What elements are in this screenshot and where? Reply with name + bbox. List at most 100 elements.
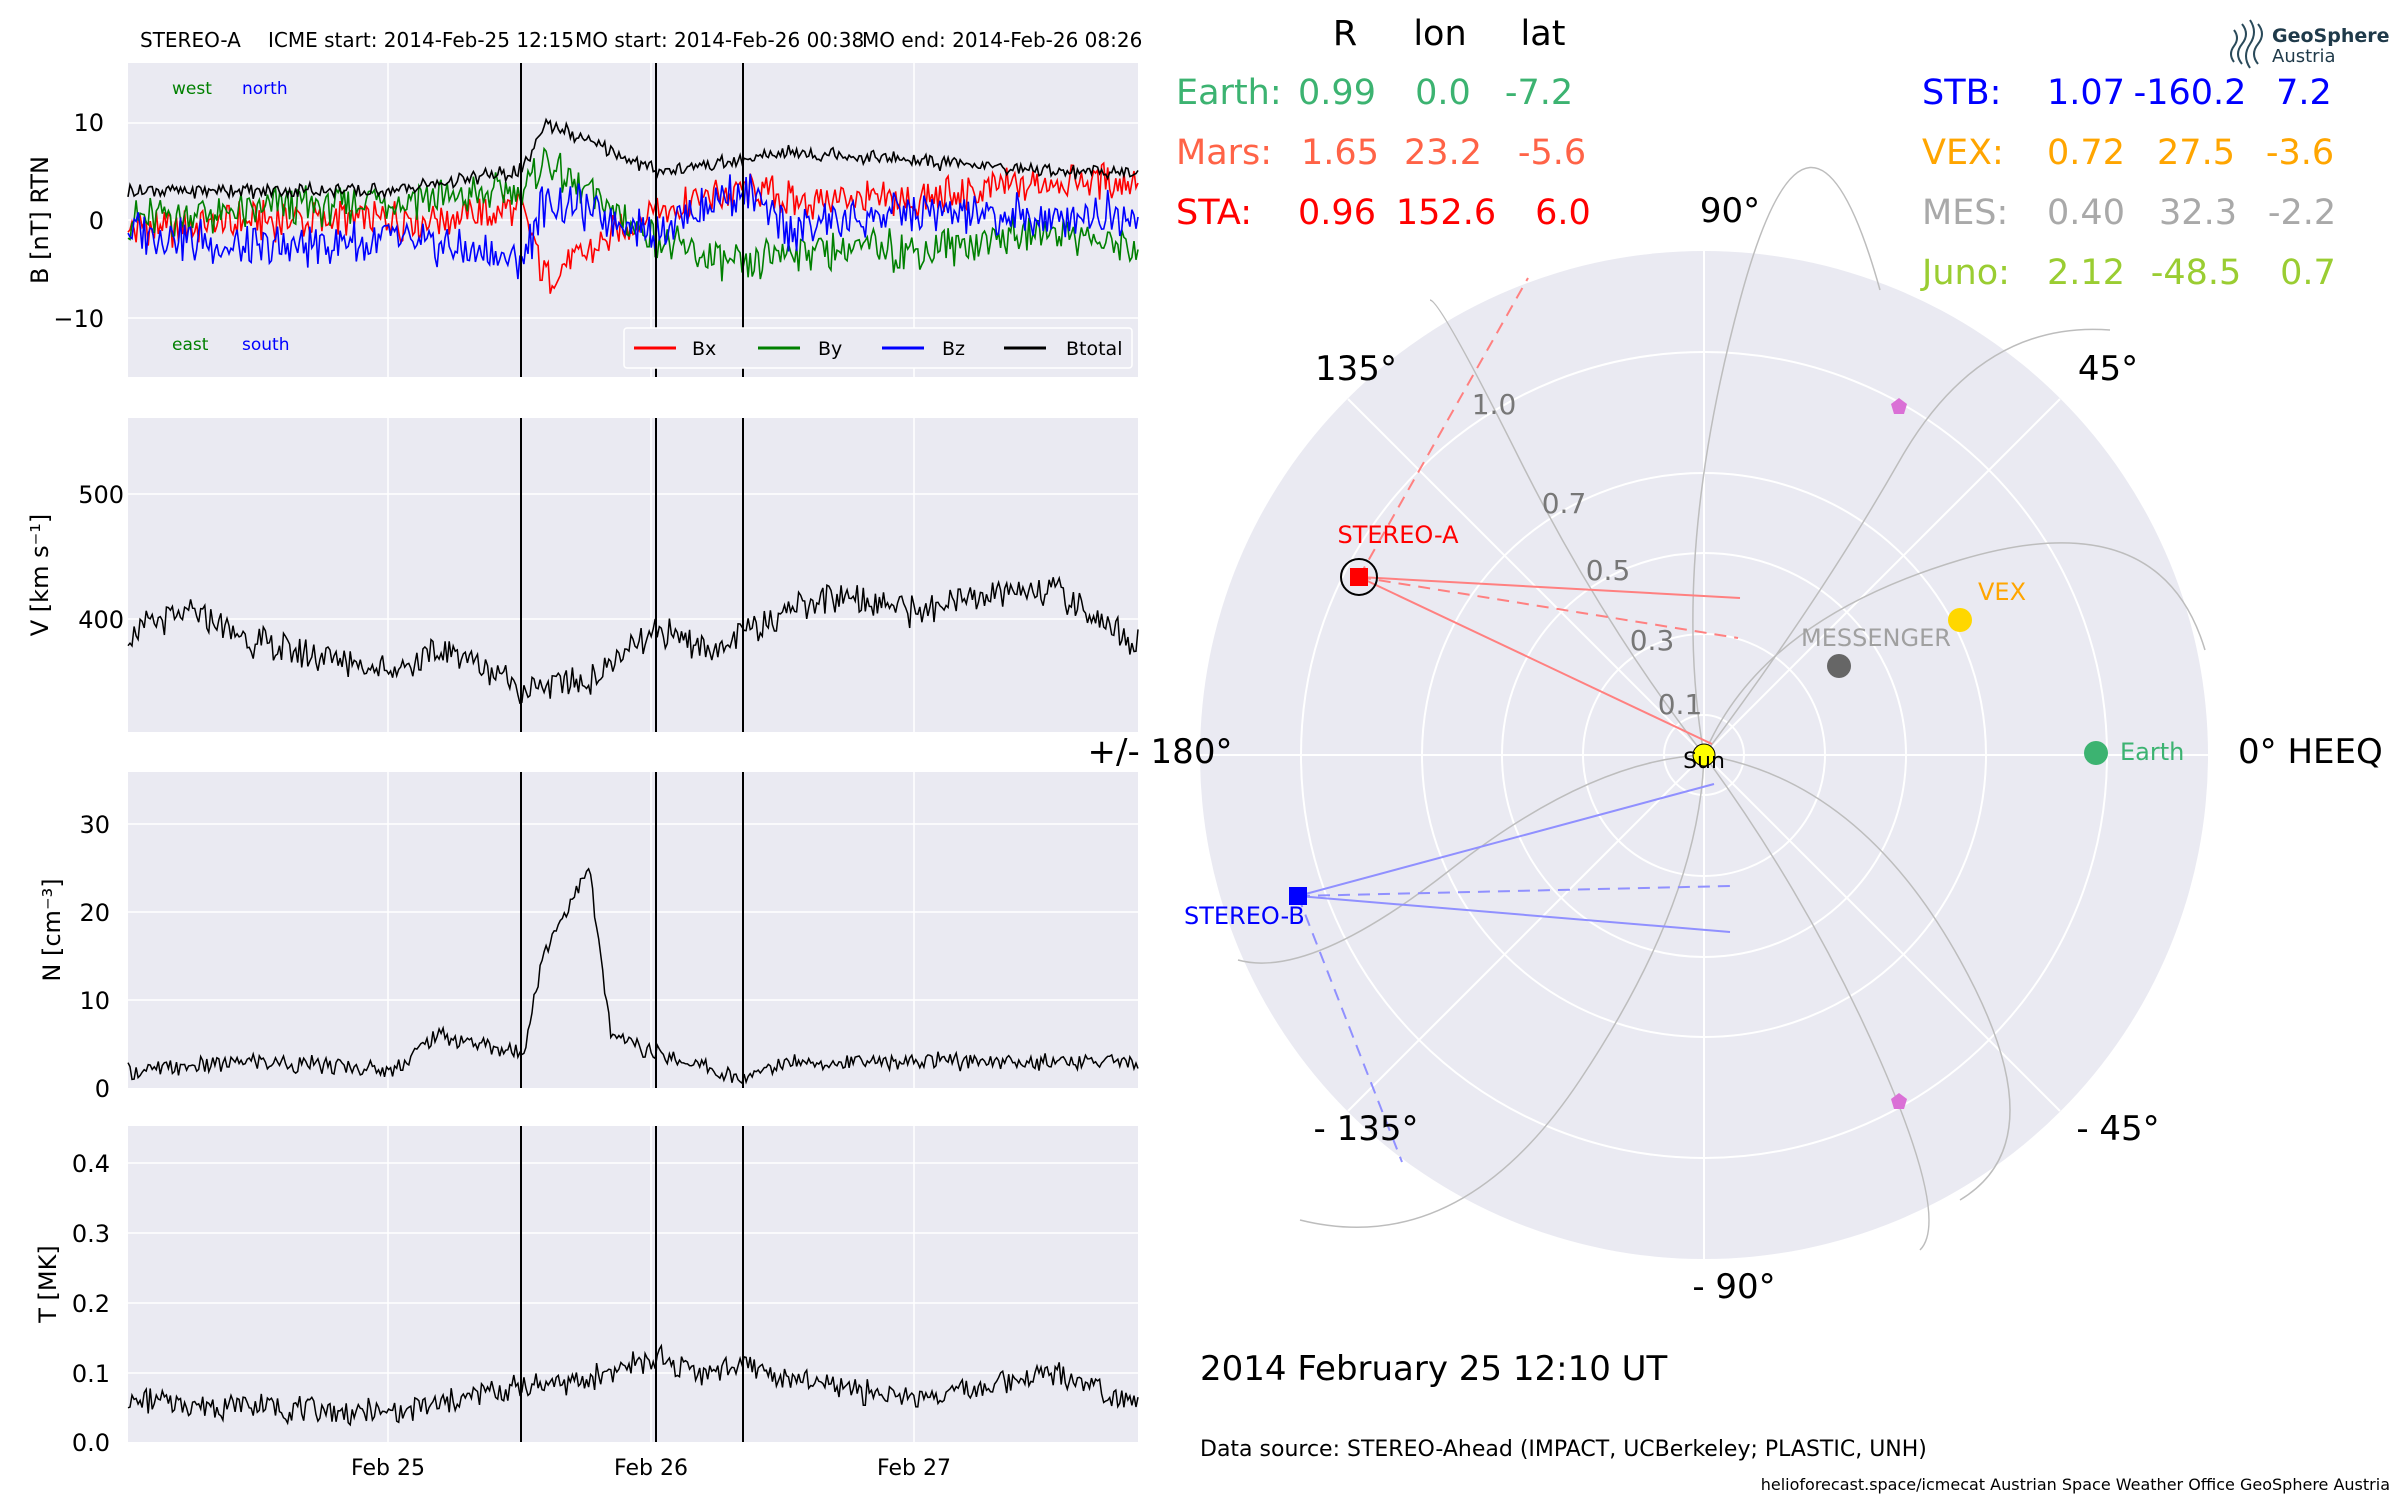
parker-spirals xyxy=(1237,166,2206,1251)
header-lon: lon xyxy=(1413,14,1466,54)
r-tick-labels: 0.1 0.3 0.5 0.7 1.0 xyxy=(1472,388,1703,721)
n-tick-10: 10 xyxy=(79,987,110,1015)
row-earth-r: 0.99 xyxy=(1298,73,1376,113)
n-tick-30: 30 xyxy=(79,811,110,839)
spiral-2 xyxy=(1703,542,2206,756)
earth-marker xyxy=(2084,741,2108,765)
angle-neg90: - 90° xyxy=(1692,1267,1775,1307)
row-earth-label: Earth: xyxy=(1176,73,1282,113)
row-vex-lat: -3.6 xyxy=(2266,133,2334,173)
row-mes: MES: 0.40 32.3 -2.2 xyxy=(1922,193,2336,233)
stb-label: STEREO-B xyxy=(1184,902,1305,930)
annotation-west: west xyxy=(172,79,212,99)
x-tick-feb26: Feb 26 xyxy=(614,1456,688,1481)
row-sta-lat: 6.0 xyxy=(1535,193,1591,233)
legend-box xyxy=(623,327,1133,369)
sta-fov-dash-1 xyxy=(1358,576,1739,639)
row-vex: VEX: 0.72 27.5 -3.6 xyxy=(1922,133,2334,173)
angle-90: 90° xyxy=(1700,191,1760,231)
row-earth-lat: -7.2 xyxy=(1505,73,1573,113)
pentagon-marker-upper xyxy=(1891,398,1907,414)
row-juno-lon: -48.5 xyxy=(2151,253,2242,293)
header-lat: lat xyxy=(1521,14,1566,54)
spiral-4 xyxy=(1299,754,1705,1228)
spiral-5 xyxy=(1237,754,1705,964)
row-sta: STA: 0.96 152.6 6.0 xyxy=(1176,193,1591,233)
row-vex-label: VEX: xyxy=(1922,133,2004,173)
datetime-label: 2014 February 25 12:10 UT xyxy=(1200,1349,1668,1389)
messenger-marker xyxy=(1827,654,1851,678)
legend-by-label: By xyxy=(818,338,842,360)
stb-fov-dash-1 xyxy=(1297,885,1731,897)
sta-marker xyxy=(1350,568,1368,586)
series-by-line xyxy=(127,146,1139,282)
row-sta-lon: 152.6 xyxy=(1396,193,1496,233)
annotation-north: north xyxy=(242,79,288,99)
vex-label: VEX xyxy=(1978,578,2026,606)
row-mars-r: 1.65 xyxy=(1301,133,1379,173)
angle-135: 135° xyxy=(1315,349,1397,389)
spiral-6 xyxy=(1429,299,1705,756)
legend-btotal-label: Btotal xyxy=(1066,338,1122,360)
credits-label: helioforecast.space/icmecat Austrian Spa… xyxy=(1761,1475,2390,1494)
stb-fov-line-1 xyxy=(1297,783,1715,897)
angle-0-heeq: 0° HEEQ xyxy=(2238,732,2383,772)
row-mars-lat: -5.6 xyxy=(1518,133,1586,173)
annotation-south: south xyxy=(242,335,289,355)
sta-fov xyxy=(1358,277,1741,745)
positions-table: R lon lat Earth: 0.99 0.0 -7.2 Mars: 1.6… xyxy=(1176,14,2336,293)
series-v-line xyxy=(127,575,1139,705)
messenger-label: MESSENGER xyxy=(1801,624,1951,652)
sta-fov-line-2 xyxy=(1358,576,1713,745)
r-tick-07: 0.7 xyxy=(1542,487,1587,520)
mo-start-label: MO start: 2014-Feb-26 00:38 xyxy=(575,28,864,52)
angle-labels: 90° 45° 0° HEEQ - 45° - 90° - 135° +/- 1… xyxy=(1088,191,2383,1307)
series-t-line xyxy=(127,1343,1139,1427)
icme-start-label: ICME start: 2014-Feb-25 12:15 xyxy=(268,28,574,52)
spacecraft-title: STEREO-A xyxy=(140,28,241,52)
row-juno-lat: 0.7 xyxy=(2280,253,2336,293)
sta-fov-line-1 xyxy=(1358,576,1741,599)
b-tick-10: 10 xyxy=(73,109,104,137)
mo-end-label: MO end: 2014-Feb-26 08:26 xyxy=(862,28,1142,52)
angle-neg45: - 45° xyxy=(2076,1109,2159,1149)
v-panel: 500 400 V [km s⁻¹] xyxy=(26,418,1139,732)
n-tick-0: 0 xyxy=(95,1075,110,1103)
logo-text-line1: GeoSphere xyxy=(2272,25,2390,47)
angle-180: +/- 180° xyxy=(1088,732,1233,772)
row-earth-lon: 0.0 xyxy=(1415,73,1471,113)
b-tick-0: 0 xyxy=(89,207,104,235)
row-earth: Earth: 0.99 0.0 -7.2 xyxy=(1176,73,1573,113)
row-mes-lat: -2.2 xyxy=(2268,193,2336,233)
row-mes-label: MES: xyxy=(1922,193,2008,233)
row-vex-lon: 27.5 xyxy=(2157,133,2235,173)
row-sta-label: STA: xyxy=(1176,193,1252,233)
t-tick-00: 0.0 xyxy=(72,1429,110,1457)
spiral-8 xyxy=(1703,754,1930,1251)
row-stb: STB: 1.07 -160.2 7.2 xyxy=(1922,73,2332,113)
series-n-line xyxy=(127,867,1139,1085)
sun-marker xyxy=(1692,743,1716,767)
row-mars-lon: 23.2 xyxy=(1404,133,1482,173)
x-tick-feb27: Feb 27 xyxy=(877,1456,951,1481)
n-panel: 30 20 10 0 N [cm⁻³] xyxy=(38,772,1139,1103)
header-r: R xyxy=(1333,14,1357,54)
row-mes-lon: 32.3 xyxy=(2159,193,2237,233)
t-panel-bg xyxy=(128,1126,1138,1442)
row-sta-r: 0.96 xyxy=(1298,193,1376,233)
b-tick-neg10: −10 xyxy=(53,305,104,333)
r-tick-01: 0.1 xyxy=(1658,688,1703,721)
t-panel: 0.4 0.3 0.2 0.1 0.0 T [MK] Feb 25 Feb 26… xyxy=(34,1126,1139,1481)
v-axis-label: V [km s⁻¹] xyxy=(26,514,54,636)
r-tick-10: 1.0 xyxy=(1472,388,1517,421)
n-tick-20: 20 xyxy=(79,899,110,927)
angle-neg135: - 135° xyxy=(1314,1109,1419,1149)
b-panel: west north east south Bx By Bz Btotal 10… xyxy=(26,63,1139,377)
b-axis-label: B [nT] RTN xyxy=(26,156,54,284)
x-tick-feb25: Feb 25 xyxy=(351,1456,425,1481)
row-juno-label: Juno: xyxy=(1920,253,2010,293)
n-axis-label: N [cm⁻³] xyxy=(38,878,66,981)
series-btotal-line xyxy=(127,117,1139,201)
